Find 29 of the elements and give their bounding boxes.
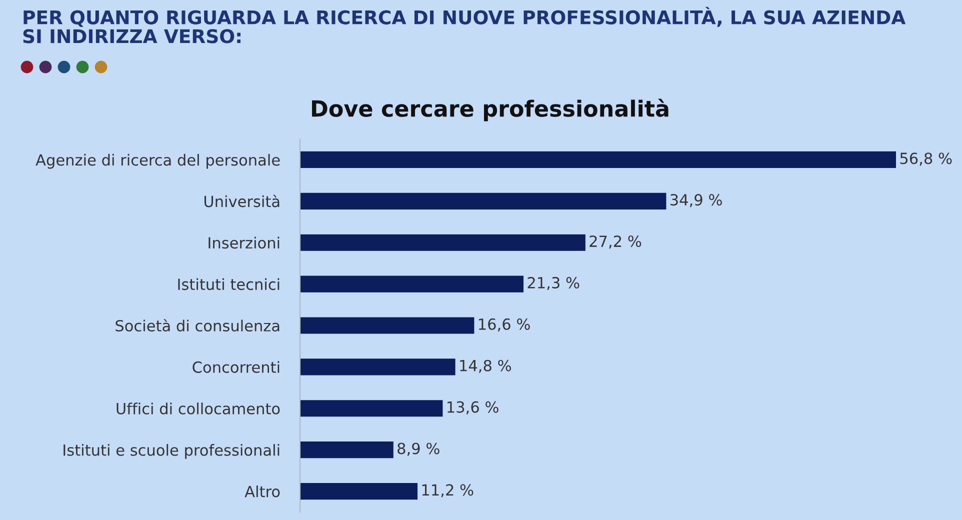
chart-subtitle: Dove cercare professionalità [312,98,668,122]
y-tick-label: Società di consulenza [116,319,280,332]
bar [300,151,896,168]
y-tick-label: Istituti tecnici [178,278,280,290]
y-tick-label: Uffici di collocamento [116,402,280,414]
data-label: 21,3 % [528,276,580,290]
y-tick-label: Concorrenti [192,361,280,373]
chart-title: PER QUANTO RIGUARDA LA RICERCA DI NUOVE PROFESSIONALITÀ, LA SUA AZIENDA SI INDIRIZZA VERSO: [23,6,906,44]
data-label: 11,2 % [422,484,474,498]
bar [300,276,524,292]
bar [300,358,456,376]
data-label: 14,8 % [460,360,511,373]
data-label: 56,8 % [900,152,952,166]
data-label: 13,6 % [448,401,498,414]
bar [300,234,586,251]
data-label: 27,2 % [590,235,642,249]
bar [300,442,394,458]
y-tick-label: Università [204,194,280,208]
data-label: 16,6 % [479,318,530,332]
bar [300,317,474,334]
y-tick-label: Istituti e scuole professionali [64,444,280,459]
y-tick-label: Altro [244,485,280,498]
y-tick-label: Inserzioni [208,236,280,249]
bar [300,192,666,210]
data-label: 34,9 % [670,194,722,208]
y-tick-label: Agenzie di ricerca del personale [36,154,280,169]
bar [300,400,443,417]
data-label: 8,9 % [398,442,440,456]
bar [300,482,418,500]
